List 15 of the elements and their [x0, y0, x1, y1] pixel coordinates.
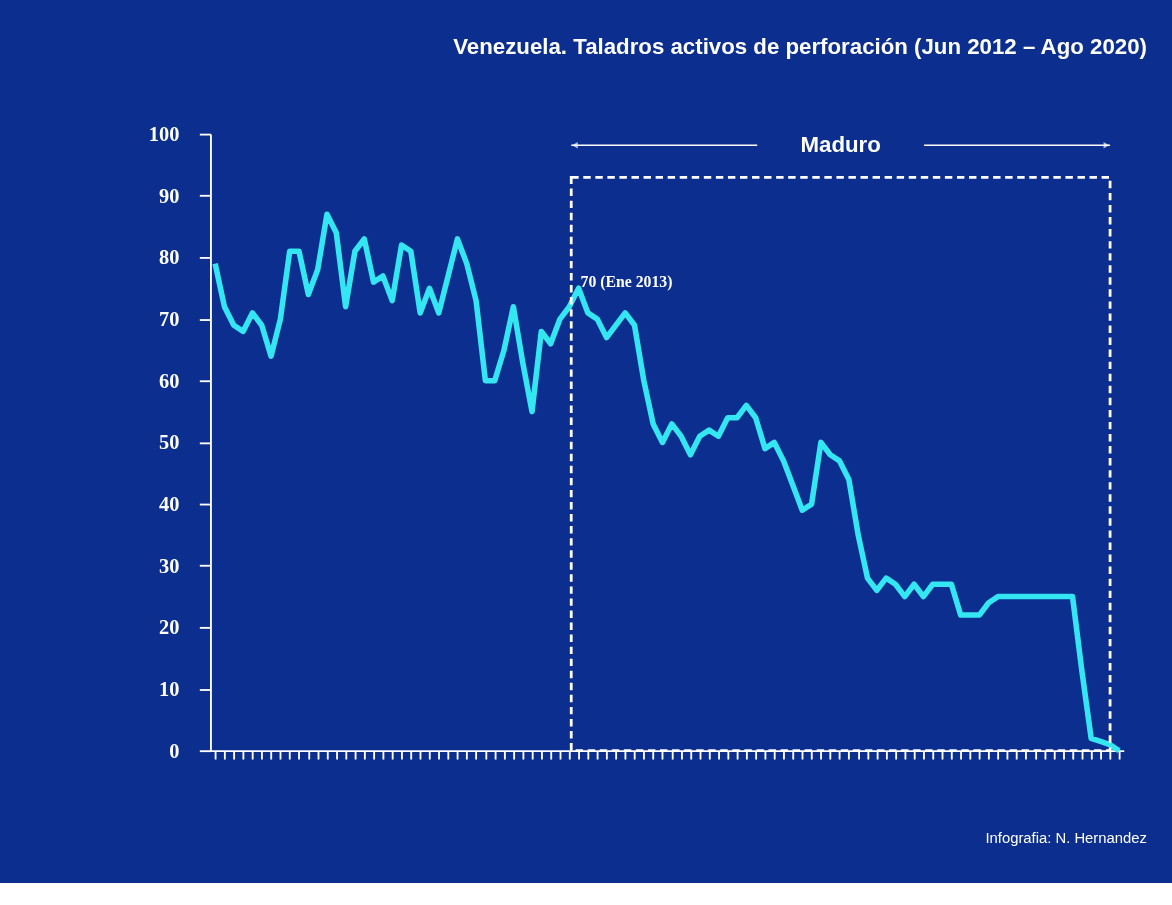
annotation: 70 (Ene 2013)	[580, 272, 673, 291]
y-tick-label: 100	[148, 123, 180, 146]
y-tick-label: 40	[159, 493, 180, 516]
y-tick-label: 90	[159, 184, 180, 207]
chart-title: Venezuela. Taladros activos de perforación (Jun 2012 – Ago 2020)	[453, 34, 1147, 60]
y-tick-label: 60	[159, 369, 180, 392]
y-tick-label: 0	[169, 739, 180, 762]
y-tick-label: 50	[159, 431, 180, 454]
y-tick-label: 20	[159, 616, 180, 639]
y-tick-label: 30	[159, 554, 180, 577]
y-tick-label: 70	[159, 308, 180, 331]
y-tick-label: 10	[159, 678, 180, 701]
annotation: Maduro	[800, 131, 881, 157]
y-tick-label: 80	[159, 246, 180, 269]
text: Infografia: N. Hernandez	[985, 830, 1147, 847]
